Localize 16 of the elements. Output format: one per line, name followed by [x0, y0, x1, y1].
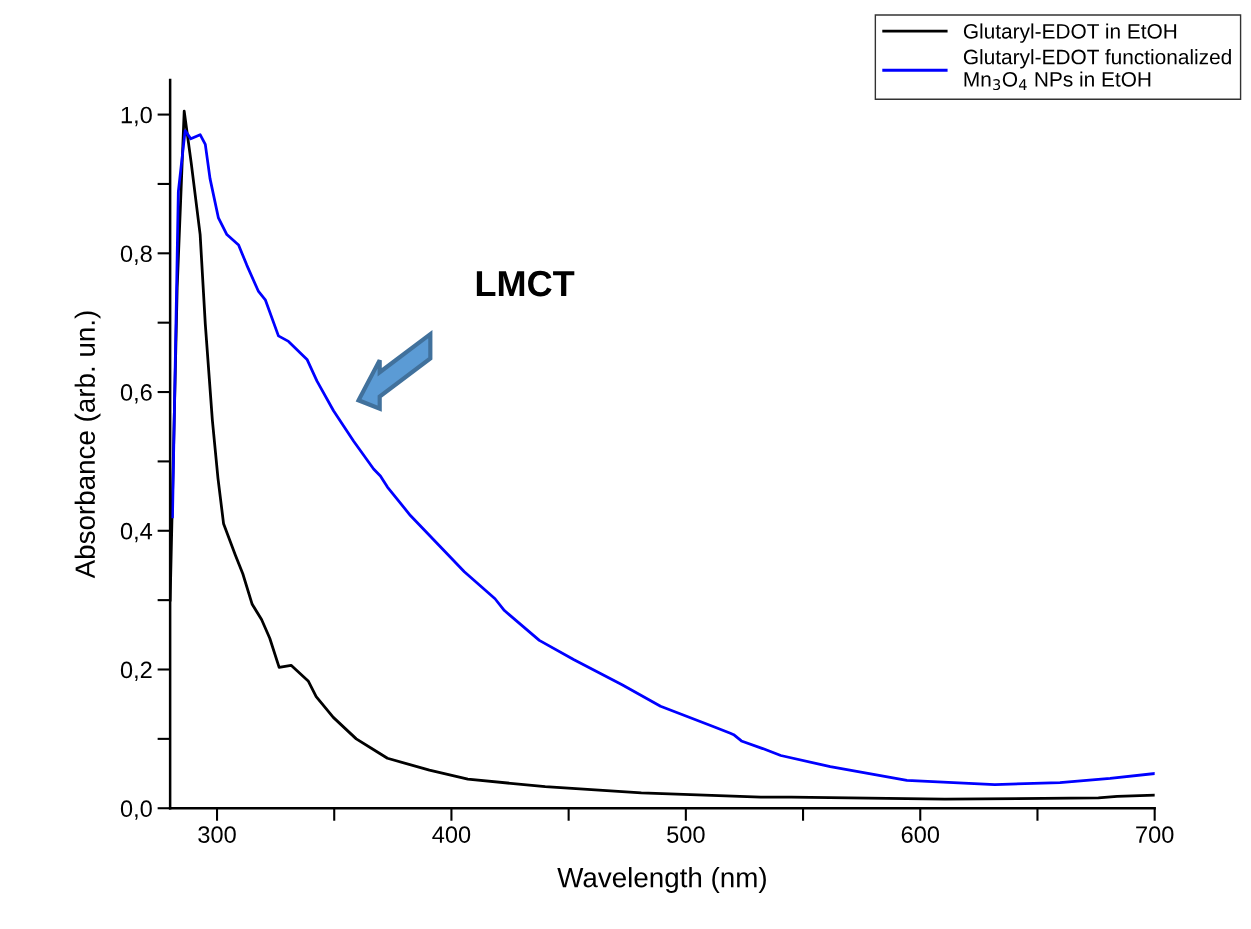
y-tick-label: 1,0	[121, 106, 152, 127]
x-tick-label: 500	[667, 826, 705, 843]
y-tick-label: 0,8	[120, 245, 152, 265]
y-tick-label: 0,2	[120, 661, 152, 682]
y-tick-label: 0,0	[120, 800, 152, 820]
y-tick-label: 0,4	[120, 522, 153, 543]
annotation: LMCT	[476, 270, 575, 297]
y-axis-title: Absorbance (arb. un.)	[74, 311, 101, 579]
x-tick-label: 300	[198, 826, 236, 843]
legend-label: Glutaryl-EDOT in EtOH	[963, 23, 1177, 43]
y-tick-label: 0,6	[120, 384, 152, 404]
x-tick-label: 700	[1136, 826, 1174, 843]
x-tick-label: 600	[901, 826, 940, 843]
x-tick-label: 400	[432, 826, 471, 843]
x-axis-title: Wavelength (nm)	[557, 867, 766, 893]
legend-label: Glutaryl-EDOT functionalized Mn$_{3}$O$_{4}$ NPs in EtOH	[963, 49, 1231, 91]
